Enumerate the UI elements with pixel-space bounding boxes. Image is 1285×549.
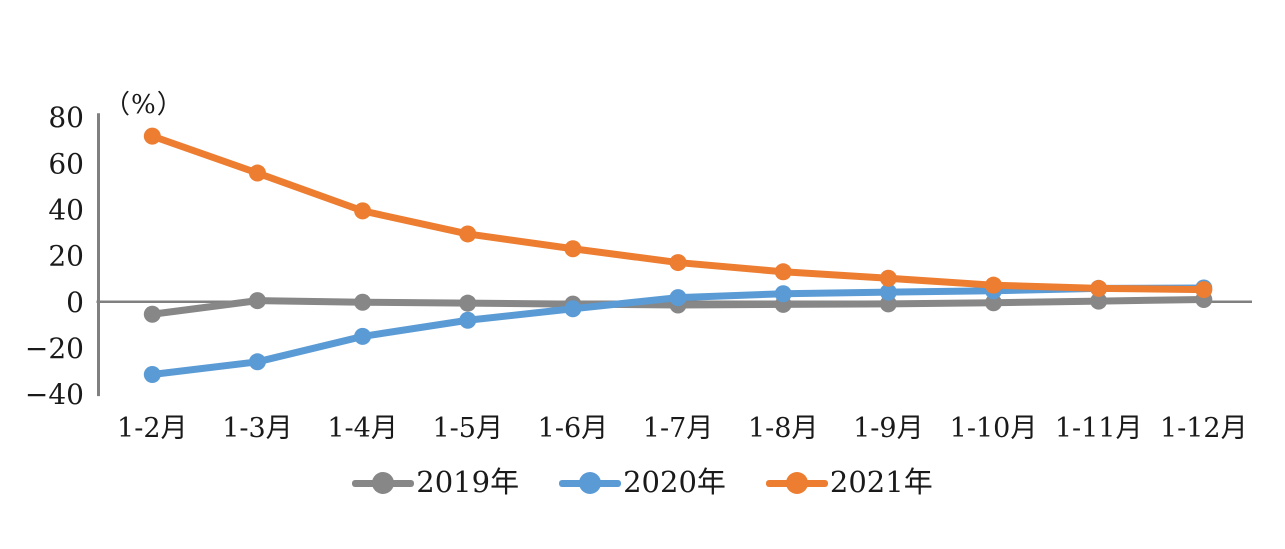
- series-point-2021年-1-2月: [143, 127, 161, 145]
- series-point-2020年-1-4月: [354, 327, 372, 345]
- series-point-2021年-1-10月: [985, 276, 1002, 294]
- y-tick-label: 20: [48, 240, 84, 273]
- legend-line-dot-icon: [559, 471, 622, 494]
- series-point-2020年-1-7月: [669, 289, 687, 307]
- y-axis-unit-label: （%）: [104, 90, 184, 120]
- series-point-2021年-1-12月: [1195, 281, 1213, 299]
- series-point-2021年-1-8月: [774, 263, 792, 281]
- x-tick-label: 1-4月: [327, 413, 397, 444]
- x-tick-label: 1-8月: [748, 413, 818, 444]
- legend-line-dot-icon: [765, 471, 828, 494]
- series-point-2021年-1-7月: [669, 254, 687, 272]
- legend-label: 2019年: [416, 465, 520, 499]
- series-point-2019年-1-2月: [143, 305, 161, 323]
- y-tick-label: −20: [25, 332, 84, 365]
- x-tick-label: 1-12月: [1160, 413, 1248, 444]
- series-point-2019年-1-11月: [1090, 292, 1108, 310]
- series-point-2019年-1-4月: [354, 293, 372, 311]
- x-tick-label: 1-7月: [643, 413, 713, 444]
- series-point-2019年-1-9月: [879, 295, 897, 313]
- series-point-2021年-1-5月: [459, 225, 477, 243]
- series-point-2020年-1-9月: [879, 283, 897, 301]
- series-point-2019年-1-3月: [248, 292, 266, 310]
- series-point-2019年-1-5月: [459, 294, 477, 312]
- legend-label: 2020年: [623, 465, 726, 499]
- x-tick-label: 1-3月: [222, 413, 292, 444]
- y-tick-label: 0: [66, 286, 84, 319]
- x-tick-label: 1-2月: [117, 413, 187, 444]
- legend-line-dot-icon: [352, 471, 415, 494]
- legend-item-2021年: 2021年: [765, 465, 933, 499]
- x-tick-label: 1-6月: [538, 413, 608, 444]
- series-point-2021年-1-3月: [248, 164, 266, 182]
- chart-legend: 2019年 2020年 2021年: [0, 468, 1285, 497]
- x-tick-label: 1-5月: [433, 413, 503, 444]
- series-point-2021年-1-4月: [354, 202, 372, 220]
- series-point-2021年-1-11月: [1090, 279, 1108, 297]
- series-point-2020年-1-3月: [248, 353, 266, 371]
- series-point-2019年-1-10月: [985, 294, 1002, 312]
- series-point-2020年-1-6月: [564, 300, 582, 318]
- y-tick-label: 60: [48, 147, 84, 180]
- series-point-2021年-1-9月: [879, 269, 897, 287]
- series-point-2020年-1-2月: [143, 365, 161, 383]
- legend-item-2020年: 2020年: [559, 468, 726, 497]
- legend-item-2019年: 2019年: [352, 468, 519, 497]
- y-tick-label: 80: [48, 101, 84, 134]
- y-tick-label: −40: [25, 378, 84, 411]
- series-point-2021年-1-6月: [564, 240, 582, 258]
- x-tick-label: 1-11月: [1055, 413, 1143, 444]
- y-tick-label: 40: [48, 194, 84, 227]
- series-point-2020年-1-5月: [459, 311, 477, 329]
- series-point-2020年-1-8月: [774, 285, 792, 303]
- x-tick-label: 1-9月: [853, 413, 923, 444]
- legend-label: 2021年: [829, 465, 933, 499]
- x-tick-label: 1-10月: [950, 413, 1038, 444]
